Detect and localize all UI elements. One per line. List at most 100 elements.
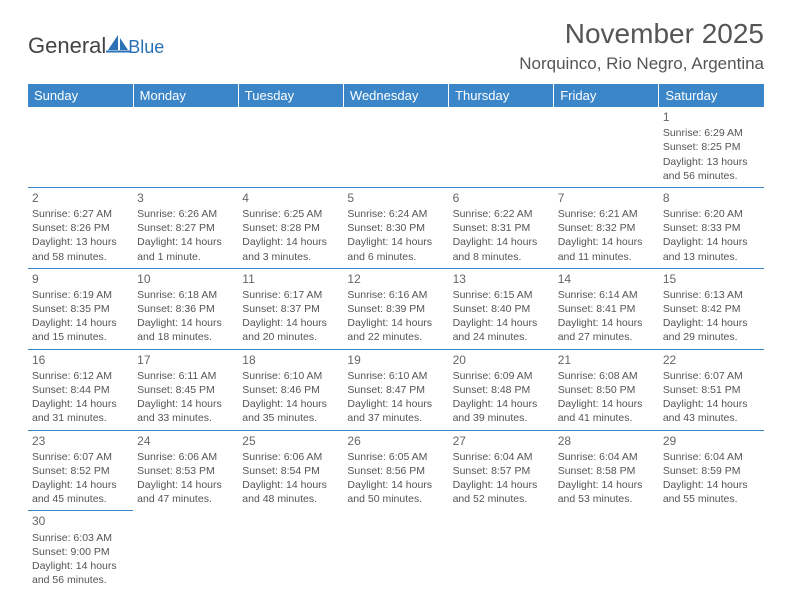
sunrise-text: Sunrise: 6:04 AM [663,450,760,464]
calendar-cell: 23Sunrise: 6:07 AMSunset: 8:52 PMDayligh… [28,430,133,511]
logo: General Blue [28,33,164,59]
daylight-text: Daylight: 14 hours and 6 minutes. [347,235,444,263]
day-number: 8 [663,190,760,206]
day-header: Thursday [449,84,554,107]
sunset-text: Sunset: 8:48 PM [453,383,550,397]
day-number: 7 [558,190,655,206]
calendar-cell: 12Sunrise: 6:16 AMSunset: 8:39 PMDayligh… [343,268,448,349]
day-number: 16 [32,352,129,368]
calendar-cell: 20Sunrise: 6:09 AMSunset: 8:48 PMDayligh… [449,349,554,430]
sunset-text: Sunset: 8:39 PM [347,302,444,316]
sunrise-text: Sunrise: 6:27 AM [32,207,129,221]
sunset-text: Sunset: 8:58 PM [558,464,655,478]
daylight-text: Daylight: 14 hours and 33 minutes. [137,397,234,425]
sunrise-text: Sunrise: 6:04 AM [453,450,550,464]
calendar-cell: 6Sunrise: 6:22 AMSunset: 8:31 PMDaylight… [449,187,554,268]
day-number: 26 [347,433,444,449]
sunset-text: Sunset: 8:53 PM [137,464,234,478]
sunset-text: Sunset: 8:40 PM [453,302,550,316]
day-number: 12 [347,271,444,287]
daylight-text: Daylight: 14 hours and 43 minutes. [663,397,760,425]
daylight-text: Daylight: 14 hours and 20 minutes. [242,316,339,344]
sunrise-text: Sunrise: 6:07 AM [32,450,129,464]
sunset-text: Sunset: 8:59 PM [663,464,760,478]
title-block: November 2025 Norquinco, Rio Negro, Arge… [519,18,764,74]
daylight-text: Daylight: 14 hours and 29 minutes. [663,316,760,344]
calendar-cell: 27Sunrise: 6:04 AMSunset: 8:57 PMDayligh… [449,430,554,511]
day-number: 22 [663,352,760,368]
daylight-text: Daylight: 14 hours and 52 minutes. [453,478,550,506]
sunrise-text: Sunrise: 6:04 AM [558,450,655,464]
sunrise-text: Sunrise: 6:19 AM [32,288,129,302]
sunrise-text: Sunrise: 6:03 AM [32,531,129,545]
sunrise-text: Sunrise: 6:21 AM [558,207,655,221]
day-header: Wednesday [343,84,448,107]
day-number: 18 [242,352,339,368]
sunrise-text: Sunrise: 6:06 AM [137,450,234,464]
daylight-text: Daylight: 14 hours and 35 minutes. [242,397,339,425]
daylight-text: Daylight: 14 hours and 3 minutes. [242,235,339,263]
sunset-text: Sunset: 8:30 PM [347,221,444,235]
daylight-text: Daylight: 14 hours and 45 minutes. [32,478,129,506]
calendar-cell: 1Sunrise: 6:29 AMSunset: 8:25 PMDaylight… [659,107,764,187]
sunset-text: Sunset: 8:57 PM [453,464,550,478]
sunset-text: Sunset: 8:44 PM [32,383,129,397]
day-number: 11 [242,271,339,287]
daylight-text: Daylight: 14 hours and 13 minutes. [663,235,760,263]
calendar-cell: 3Sunrise: 6:26 AMSunset: 8:27 PMDaylight… [133,187,238,268]
calendar-cell [238,107,343,187]
sunset-text: Sunset: 8:47 PM [347,383,444,397]
calendar-cell: 17Sunrise: 6:11 AMSunset: 8:45 PMDayligh… [133,349,238,430]
sunrise-text: Sunrise: 6:17 AM [242,288,339,302]
location: Norquinco, Rio Negro, Argentina [519,54,764,74]
sunrise-text: Sunrise: 6:22 AM [453,207,550,221]
sunset-text: Sunset: 8:46 PM [242,383,339,397]
day-number: 20 [453,352,550,368]
day-number: 15 [663,271,760,287]
calendar-cell [133,511,238,591]
day-number: 1 [663,109,760,125]
sunrise-text: Sunrise: 6:15 AM [453,288,550,302]
daylight-text: Daylight: 14 hours and 55 minutes. [663,478,760,506]
calendar-cell: 21Sunrise: 6:08 AMSunset: 8:50 PMDayligh… [554,349,659,430]
calendar-cell [343,107,448,187]
calendar-cell: 18Sunrise: 6:10 AMSunset: 8:46 PMDayligh… [238,349,343,430]
calendar-cell: 24Sunrise: 6:06 AMSunset: 8:53 PMDayligh… [133,430,238,511]
daylight-text: Daylight: 14 hours and 48 minutes. [242,478,339,506]
calendar-cell: 15Sunrise: 6:13 AMSunset: 8:42 PMDayligh… [659,268,764,349]
sunset-text: Sunset: 8:33 PM [663,221,760,235]
sunset-text: Sunset: 8:51 PM [663,383,760,397]
day-number: 19 [347,352,444,368]
day-number: 10 [137,271,234,287]
sunrise-text: Sunrise: 6:20 AM [663,207,760,221]
sunrise-text: Sunrise: 6:09 AM [453,369,550,383]
calendar-cell: 8Sunrise: 6:20 AMSunset: 8:33 PMDaylight… [659,187,764,268]
calendar-cell: 14Sunrise: 6:14 AMSunset: 8:41 PMDayligh… [554,268,659,349]
sunset-text: Sunset: 8:28 PM [242,221,339,235]
sunrise-text: Sunrise: 6:10 AM [242,369,339,383]
sunset-text: Sunset: 8:32 PM [558,221,655,235]
calendar-cell: 28Sunrise: 6:04 AMSunset: 8:58 PMDayligh… [554,430,659,511]
calendar-cell: 7Sunrise: 6:21 AMSunset: 8:32 PMDaylight… [554,187,659,268]
sunrise-text: Sunrise: 6:25 AM [242,207,339,221]
calendar-cell [28,107,133,187]
calendar-cell: 16Sunrise: 6:12 AMSunset: 8:44 PMDayligh… [28,349,133,430]
calendar-cell: 13Sunrise: 6:15 AMSunset: 8:40 PMDayligh… [449,268,554,349]
sunset-text: Sunset: 8:41 PM [558,302,655,316]
day-header-row: Sunday Monday Tuesday Wednesday Thursday… [28,84,764,107]
day-header: Sunday [28,84,133,107]
sunset-text: Sunset: 8:31 PM [453,221,550,235]
daylight-text: Daylight: 14 hours and 27 minutes. [558,316,655,344]
calendar-row: 2Sunrise: 6:27 AMSunset: 8:26 PMDaylight… [28,187,764,268]
calendar-cell: 22Sunrise: 6:07 AMSunset: 8:51 PMDayligh… [659,349,764,430]
sunrise-text: Sunrise: 6:07 AM [663,369,760,383]
sunset-text: Sunset: 8:26 PM [32,221,129,235]
day-number: 21 [558,352,655,368]
daylight-text: Daylight: 14 hours and 41 minutes. [558,397,655,425]
sunrise-text: Sunrise: 6:18 AM [137,288,234,302]
daylight-text: Daylight: 14 hours and 22 minutes. [347,316,444,344]
sunrise-text: Sunrise: 6:13 AM [663,288,760,302]
calendar-cell: 19Sunrise: 6:10 AMSunset: 8:47 PMDayligh… [343,349,448,430]
day-number: 6 [453,190,550,206]
day-number: 13 [453,271,550,287]
